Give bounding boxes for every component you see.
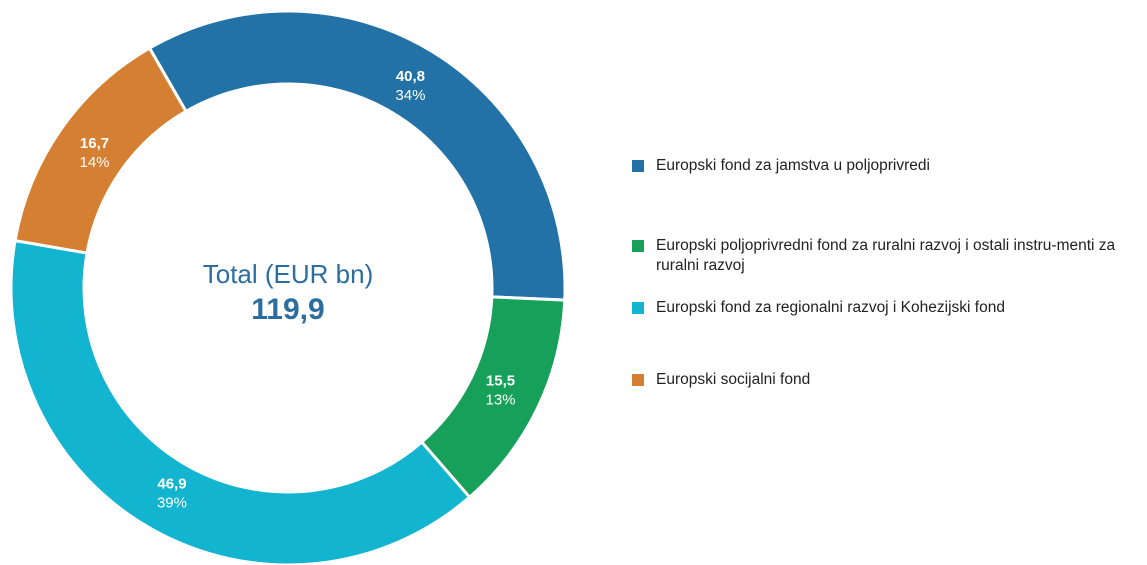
center-label: Total (EUR bn) [203,259,374,289]
legend-item: Europski socijalni fond [632,370,1147,390]
value-label: 16,7 [80,135,109,152]
chart: Total (EUR bn) 119,9 40,8 34% 15,5 13% 46,9 3… [9,9,567,565]
legend-label: Europski poljoprivredni fond za ruralni … [656,237,1116,274]
legend-item: Europski poljoprivredni fond za ruralni … [632,236,1147,276]
total-label: 119,9 [251,293,324,326]
share-label: 14% [79,154,109,171]
legend-swatch [632,302,644,314]
legend-swatch [632,240,644,252]
value-label: 40,8 [396,68,425,85]
legend-swatch [632,160,644,172]
value-label: 46,9 [157,475,186,492]
value-label: 15,5 [486,373,515,390]
donut-slice [13,46,189,255]
share-label: 39% [157,494,187,511]
donut-slice [9,238,472,565]
legend-item: Europski fond za regionalni razvoj i Koh… [632,298,1147,318]
legend-label: Europski fond za regionalni razvoj i Koh… [656,299,1005,316]
donut-slice [147,9,567,302]
legend-item: Europski fond za jamstva u poljoprivredi [632,156,1147,176]
share-label: 34% [395,87,425,104]
legend-label: Europski socijalni fond [656,371,811,388]
legend-swatch [632,374,644,386]
legend-label: Europski fond za jamstva u poljoprivredi [656,157,930,174]
share-label: 13% [486,392,516,409]
